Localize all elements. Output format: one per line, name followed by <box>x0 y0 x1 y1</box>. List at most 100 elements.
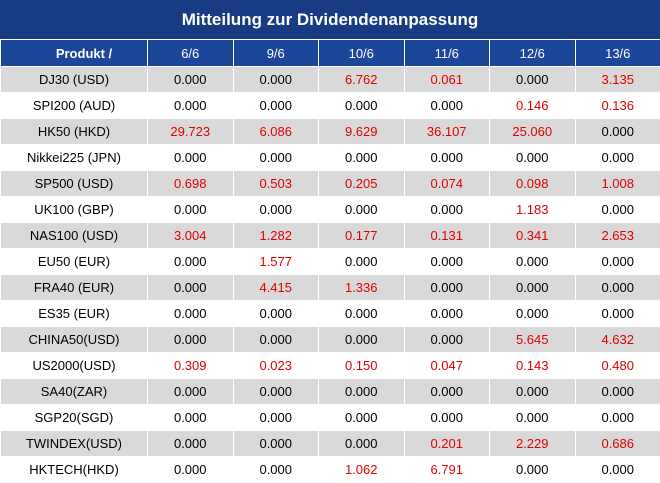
table-row: CHINA50(USD) 0.000 0.000 0.000 0.000 5.645 4.6… <box>0 326 660 353</box>
dividend-value-cell: 0.698 <box>147 170 234 197</box>
date-column-header: 11/6 <box>403 39 490 67</box>
dividend-value-cell: 0.000 <box>403 144 490 171</box>
dividend-value-cell: 0.000 <box>147 196 234 223</box>
dividend-value-cell: 0.000 <box>489 274 576 301</box>
header-row: Produkt / 6/6 9/6 10/6 11/6 12/6 13/6 <box>0 39 660 67</box>
dividend-value-cell: 0.000 <box>489 66 576 93</box>
dividend-value-cell: 0.023 <box>232 352 319 379</box>
product-name-cell: UK100 (GBP) <box>0 196 148 223</box>
dividend-value-cell: 1.577 <box>232 248 319 275</box>
dividend-value-cell: 0.000 <box>232 430 319 457</box>
date-column-header: 12/6 <box>489 39 576 67</box>
dividend-value-cell: 6.086 <box>232 118 319 145</box>
dividend-value-cell: 0.000 <box>489 404 576 431</box>
dividend-value-cell: 0.000 <box>147 274 234 301</box>
product-column-header: Produkt / <box>0 39 148 67</box>
dividend-value-cell: 0.000 <box>232 456 319 483</box>
dividend-value-cell: 0.000 <box>489 248 576 275</box>
table-row: HKTECH(HKD) 0.000 0.000 1.062 6.791 0.000 0.00… <box>0 456 660 483</box>
dividend-value-cell: 1.336 <box>318 274 405 301</box>
product-header-label: Produkt / <box>55 45 113 61</box>
dividend-value-cell: 4.415 <box>232 274 319 301</box>
product-name-cell: SA40(ZAR) <box>0 378 148 405</box>
dividend-value-cell: 0.000 <box>318 92 405 119</box>
product-name-cell: FRA40 (EUR) <box>0 274 148 301</box>
dividend-value-cell: 0.000 <box>232 404 319 431</box>
table-row: SPI200 (AUD) 0.000 0.000 0.000 0.000 0.146 0.1… <box>0 92 660 119</box>
dividend-value-cell: 0.205 <box>318 170 405 197</box>
dividend-value-cell: 0.146 <box>489 92 576 119</box>
dividend-value-cell: 0.074 <box>403 170 490 197</box>
dividend-value-cell: 0.000 <box>147 326 234 353</box>
dividend-value-cell: 1.282 <box>232 222 319 249</box>
dividend-value-cell: 0.000 <box>147 248 234 275</box>
dividend-value-cell: 0.000 <box>574 196 660 223</box>
dividend-value-cell: 0.000 <box>147 430 234 457</box>
dividend-value-cell: 0.000 <box>147 456 234 483</box>
product-name-cell: NAS100 (USD) <box>0 222 148 249</box>
dividend-value-cell: 6.762 <box>318 66 405 93</box>
dividend-value-cell: 1.062 <box>318 456 405 483</box>
dividend-value-cell: 0.000 <box>232 300 319 327</box>
dividend-value-cell: 25.060 <box>489 118 576 145</box>
table-row: NAS100 (USD) 3.004 1.282 0.177 0.131 0.341 2.6… <box>0 222 660 249</box>
dividend-value-cell: 0.000 <box>318 404 405 431</box>
date-column-header: 6/6 <box>147 39 234 67</box>
dividend-value-cell: 0.000 <box>489 144 576 171</box>
table-header: Produkt / 6/6 9/6 10/6 11/6 12/6 13/6 <box>0 39 660 67</box>
dividend-value-cell: 0.000 <box>403 300 490 327</box>
page-title: Mitteilung zur Dividendenanpassung <box>0 0 660 39</box>
dividend-value-cell: 0.000 <box>147 92 234 119</box>
dividend-value-cell: 0.686 <box>574 430 660 457</box>
dividend-value-cell: 0.000 <box>232 378 319 405</box>
dividend-value-cell: 0.000 <box>574 456 660 483</box>
dividend-value-cell: 0.000 <box>403 274 490 301</box>
dividend-value-cell: 0.000 <box>403 326 490 353</box>
dividend-value-cell: 0.177 <box>318 222 405 249</box>
dividend-value-cell: 0.000 <box>318 430 405 457</box>
date-column-header: 13/6 <box>574 39 660 67</box>
product-name-cell: EU50 (EUR) <box>0 248 148 275</box>
table-row: Nikkei225 (JPN) 0.000 0.000 0.000 0.000 0.000… <box>0 144 660 171</box>
dividend-table: Produkt / 6/6 9/6 10/6 11/6 12/6 13/6 DJ… <box>0 39 660 483</box>
dividend-value-cell: 0.000 <box>318 248 405 275</box>
dividend-value-cell: 9.629 <box>318 118 405 145</box>
dividend-value-cell: 0.000 <box>232 92 319 119</box>
product-name-cell: ES35 (EUR) <box>0 300 148 327</box>
dividend-value-cell: 5.645 <box>489 326 576 353</box>
product-name-cell: TWINDEX(USD) <box>0 430 148 457</box>
product-name-cell: SP500 (USD) <box>0 170 148 197</box>
dividend-value-cell: 0.098 <box>489 170 576 197</box>
dividend-value-cell: 0.201 <box>403 430 490 457</box>
dividend-value-cell: 0.131 <box>403 222 490 249</box>
dividend-value-cell: 0.000 <box>318 326 405 353</box>
dividend-value-cell: 0.503 <box>232 170 319 197</box>
dividend-value-cell: 0.000 <box>574 248 660 275</box>
dividend-value-cell: 1.183 <box>489 196 576 223</box>
table-row: EU50 (EUR) 0.000 1.577 0.000 0.000 0.000 0.000 <box>0 248 660 275</box>
table-row: US2000(USD) 0.309 0.023 0.150 0.047 0.143 0.48… <box>0 352 660 379</box>
dividend-value-cell: 0.000 <box>489 378 576 405</box>
dividend-value-cell: 0.000 <box>318 378 405 405</box>
dividend-value-cell: 4.632 <box>574 326 660 353</box>
date-column-header: 10/6 <box>318 39 405 67</box>
dividend-value-cell: 0.000 <box>147 66 234 93</box>
product-name-cell: SPI200 (AUD) <box>0 92 148 119</box>
table-body: DJ30 (USD) 0.000 0.000 6.762 0.061 0.000 3.135… <box>0 66 660 483</box>
dividend-value-cell: 3.004 <box>147 222 234 249</box>
dividend-value-cell: 0.000 <box>232 144 319 171</box>
dividend-value-cell: 0.136 <box>574 92 660 119</box>
table-row: SA40(ZAR) 0.000 0.000 0.000 0.000 0.000 0.000 <box>0 378 660 405</box>
dividend-value-cell: 0.000 <box>147 144 234 171</box>
product-name-cell: HK50 (HKD) <box>0 118 148 145</box>
table-row: DJ30 (USD) 0.000 0.000 6.762 0.061 0.000 3.135 <box>0 66 660 93</box>
dividend-value-cell: 0.000 <box>403 248 490 275</box>
dividend-value-cell: 0.341 <box>489 222 576 249</box>
dividend-value-cell: 0.143 <box>489 352 576 379</box>
dividend-value-cell: 0.000 <box>574 404 660 431</box>
dividend-value-cell: 0.000 <box>147 378 234 405</box>
dividend-value-cell: 0.000 <box>403 92 490 119</box>
dividend-value-cell: 0.000 <box>232 66 319 93</box>
product-name-cell: US2000(USD) <box>0 352 148 379</box>
